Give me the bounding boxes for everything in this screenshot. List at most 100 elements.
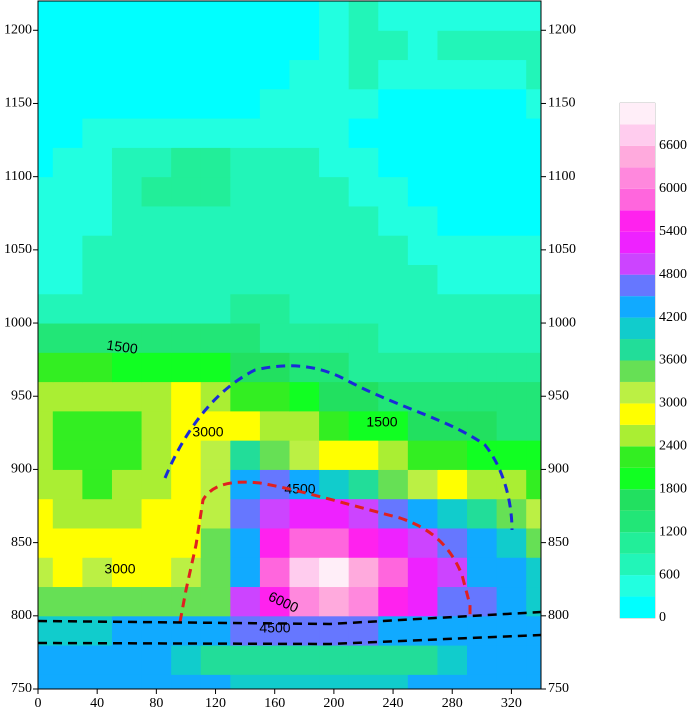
contour-cell: [526, 615, 542, 646]
contour-cell: [52, 586, 83, 617]
contour-cell: [467, 30, 498, 61]
colorbar-swatch: [620, 103, 655, 125]
contour-cell: [378, 176, 409, 207]
contour-cell: [289, 323, 320, 353]
contour-cell: [348, 323, 379, 353]
x-tick-label: 40: [90, 696, 104, 711]
contour-cell: [171, 352, 202, 383]
colorbar-label: 4200: [659, 310, 687, 325]
contour-cell: [38, 527, 54, 558]
contour-cell: [467, 1, 498, 31]
colorbar-swatch: [620, 167, 655, 189]
contour-cell: [378, 30, 409, 61]
contour-cell: [496, 674, 527, 690]
contour-cell: [38, 410, 54, 441]
contour-cell: [437, 498, 468, 529]
contour-cell: [200, 147, 231, 178]
y-tick-label: 1100: [548, 169, 575, 184]
contour-cell: [259, 615, 290, 646]
contour-cell: [407, 527, 438, 558]
contour-cell: [378, 352, 409, 383]
colorbar-swatch: [620, 424, 655, 447]
contour-cell: [52, 176, 83, 207]
y-tick-label: 900: [548, 462, 569, 477]
contour-cell: [407, 645, 438, 675]
contour-cell: [82, 352, 113, 383]
colorbar-label: 1200: [659, 524, 687, 539]
contour-cell: [348, 205, 379, 236]
colorbar-label: 4800: [659, 267, 687, 282]
contour-cell: [348, 352, 379, 383]
contour-cell: [141, 352, 172, 383]
contour-cell: [141, 88, 172, 119]
contour-cell: [38, 88, 54, 119]
contour-cell: [437, 1, 468, 31]
contour-cell: [407, 59, 438, 90]
contour-cell: [437, 59, 468, 90]
contour-cell: [348, 381, 379, 412]
colorbar-swatch: [620, 145, 655, 168]
colorbar-swatch: [620, 231, 655, 254]
contour-cell: [526, 59, 542, 90]
contour-cell: [319, 205, 350, 236]
y-tick-label: 1200: [548, 22, 576, 37]
contour-cell: [52, 30, 83, 61]
contour-cell: [348, 235, 379, 265]
contour-cell: [289, 645, 320, 675]
contour-cell: [52, 410, 83, 441]
contour-cell: [407, 88, 438, 119]
contour-cell: [200, 293, 231, 324]
contour-cell: [52, 88, 83, 119]
contour-cell: [141, 176, 172, 207]
contour-cell: [526, 205, 542, 236]
contour-cell: [348, 645, 379, 675]
contour-cell: [141, 1, 172, 31]
contour-cell: [407, 352, 438, 383]
contour-cell: [348, 30, 379, 61]
contour-cell: [289, 147, 320, 178]
contour-cell: [111, 498, 143, 529]
contour-label: 1500: [366, 414, 397, 430]
contour-cell: [52, 469, 83, 500]
colorbar-swatch: [620, 381, 655, 404]
contour-cell: [378, 59, 409, 90]
contour-cell: [52, 264, 83, 295]
blue-boundary: [163, 364, 514, 531]
y-tick-label: 950: [11, 388, 32, 403]
contour-cell: [378, 498, 409, 529]
contour-cell: [496, 557, 527, 588]
colorbar-label: 5400: [659, 224, 687, 239]
contour-cell: [259, 293, 290, 324]
y-tick-label: 800: [11, 608, 32, 623]
contour-cell: [437, 586, 468, 617]
contour-cell: [348, 440, 379, 470]
contour-cell: [289, 235, 320, 265]
colorbar-label: 2400: [659, 439, 687, 454]
contour-cell: [82, 440, 113, 470]
contour-cell: [82, 586, 113, 617]
contour-cell: [230, 118, 261, 148]
contour-cell: [319, 352, 350, 383]
contour-cell: [437, 235, 468, 265]
contour-cell: [200, 59, 231, 90]
contour-cell: [82, 264, 113, 295]
y-tick-label: 850: [548, 535, 569, 550]
contour-cell: [259, 410, 290, 441]
y-tick-label: 1150: [548, 96, 575, 111]
colorbar-swatch: [620, 188, 655, 211]
contour-cell: [230, 59, 261, 90]
contour-cell: [111, 59, 143, 90]
contour-cell: [467, 498, 498, 529]
colorbar-label: 6000: [659, 181, 687, 196]
contour-cell: [38, 30, 54, 61]
contour-cell: [437, 118, 468, 148]
contour-cell: [38, 352, 54, 383]
y-tick-label: 900: [11, 462, 32, 477]
contour-cell: [289, 381, 320, 412]
contour-cell: [111, 469, 143, 500]
contour-cell: [111, 264, 143, 295]
x-tick-label: 160: [264, 696, 285, 711]
contour-cell: [230, 557, 261, 588]
contour-cell: [289, 440, 320, 470]
contour-cell: [171, 59, 202, 90]
